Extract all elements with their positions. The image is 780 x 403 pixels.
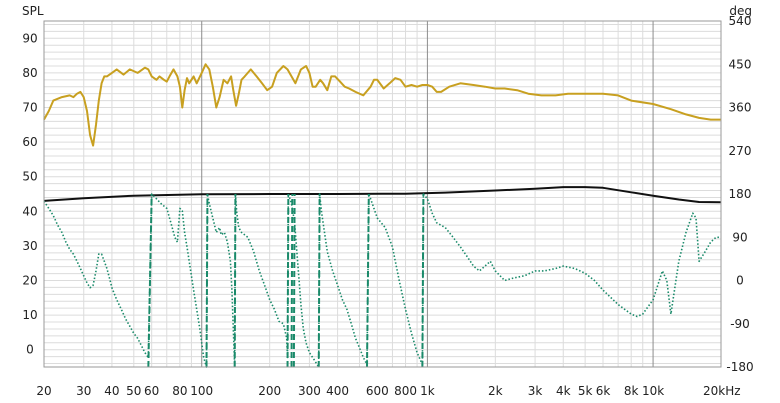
x-tick-label: 10k — [642, 384, 664, 398]
y-left-tick-label: 80 — [22, 66, 37, 80]
plot-frame — [43, 20, 722, 368]
x-tick-label: 20kHz — [703, 384, 741, 398]
y-left-tick-label: 10 — [22, 308, 37, 322]
y-left-tick-label: 20 — [22, 274, 37, 288]
phase-wrap-line — [290, 193, 294, 368]
y-right-tick-label: 90 — [732, 230, 747, 244]
phase-wrap-line — [233, 193, 237, 368]
x-tick-label: 1k — [420, 384, 435, 398]
x-tick-label: 5k — [578, 384, 593, 398]
phase-wrap-line — [286, 193, 290, 368]
y-right-tick-label: -180 — [726, 360, 753, 374]
y-left-tick-label: 60 — [22, 135, 37, 149]
y-left-tick-label: 50 — [22, 170, 37, 184]
x-tick-label: 600 — [366, 384, 389, 398]
series-line-1 — [43, 186, 722, 204]
x-tick-label: 4k — [556, 384, 571, 398]
ticks-layer: 0102030405060708090-180-9009018027036045… — [22, 14, 753, 398]
y-left-tick-label: 0 — [26, 343, 34, 357]
x-tick-label: 2k — [488, 384, 503, 398]
x-tick-label: 60 — [144, 384, 159, 398]
x-tick-label: 200 — [258, 384, 281, 398]
x-tick-label: 30 — [76, 384, 91, 398]
x-tick-label: 80 — [172, 384, 187, 398]
x-tick-label: 20 — [36, 384, 51, 398]
phase-wrap-line — [205, 193, 209, 368]
y-right-tick-label: 360 — [729, 101, 752, 115]
series-layer — [43, 63, 722, 368]
y-right-tick-label: 180 — [729, 187, 752, 201]
y-right-tick-label: -90 — [730, 317, 750, 331]
phase-wrap-line — [292, 193, 296, 368]
x-tick-label: 8k — [624, 384, 639, 398]
phase-wrap-line — [147, 193, 153, 368]
x-tick-label: 3k — [528, 384, 543, 398]
right-axis-unit: deg — [729, 4, 752, 18]
y-left-tick-label: 70 — [22, 101, 37, 115]
x-tick-label: 40 — [104, 384, 119, 398]
y-left-tick-label: 90 — [22, 31, 37, 45]
y-right-tick-label: 0 — [736, 274, 744, 288]
x-tick-label: 800 — [394, 384, 417, 398]
x-tick-label: 100 — [190, 384, 213, 398]
series-line-0 — [43, 63, 721, 147]
y-right-tick-label: 540 — [729, 14, 752, 28]
series-line-2 — [43, 193, 721, 368]
phase-wrap-line — [366, 193, 370, 368]
y-left-tick-label: 40 — [22, 204, 37, 218]
x-tick-label: 400 — [326, 384, 349, 398]
y-right-tick-label: 450 — [729, 57, 752, 71]
grid-layer — [43, 21, 722, 367]
y-left-tick-label: 30 — [22, 239, 37, 253]
left-axis-unit: SPL — [22, 4, 44, 18]
x-tick-label: 6k — [596, 384, 611, 398]
x-tick-label: 50 — [126, 384, 141, 398]
phase-wrap-line — [317, 193, 321, 368]
phase-wrap-line — [421, 193, 425, 368]
x-tick-label: 300 — [298, 384, 321, 398]
y-right-tick-label: 270 — [729, 144, 752, 158]
